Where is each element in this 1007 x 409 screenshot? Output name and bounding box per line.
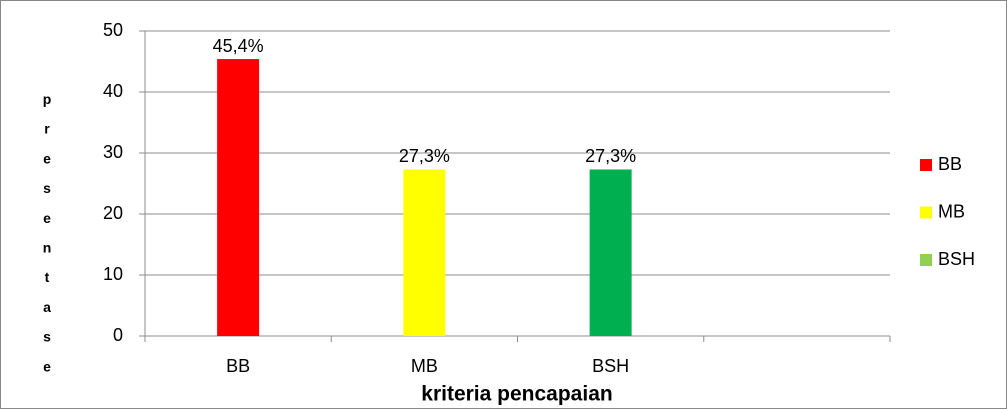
y-tick-label: 40 (103, 81, 123, 101)
bar (403, 169, 446, 336)
legend-label: BSH (938, 249, 975, 269)
x-tick-label: BSH (592, 356, 629, 376)
data-label: 27,3% (585, 146, 636, 166)
y-tick-label: 10 (103, 264, 123, 284)
legend-swatch (920, 159, 932, 171)
legend-swatch (920, 206, 932, 219)
bar (589, 169, 632, 336)
legend-label: BB (938, 154, 962, 174)
legend-label: MB (938, 201, 965, 221)
y-tick-label: 20 (103, 203, 123, 223)
y-tick-label: 30 (103, 142, 123, 162)
y-tick-label: 50 (103, 20, 123, 40)
data-label: 45,4% (213, 36, 264, 56)
x-axis-label: kriteria pencapaian (421, 383, 612, 406)
x-tick-label: MB (411, 356, 438, 376)
legend-swatch (920, 254, 932, 266)
data-label: 27,3% (399, 146, 450, 166)
x-tick-label: BB (226, 356, 250, 376)
bar (217, 59, 260, 337)
y-tick-label: 0 (113, 325, 123, 345)
